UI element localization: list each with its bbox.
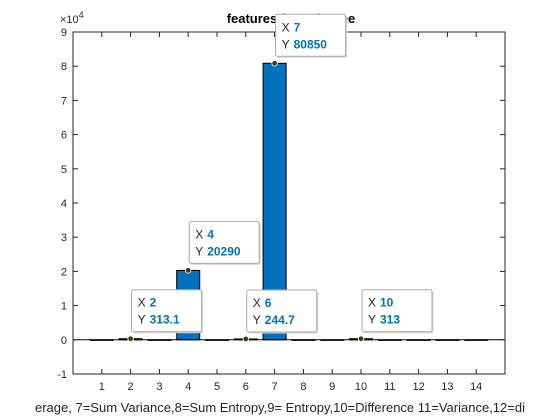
datatip-x-key: X [138,296,146,310]
x-axis-ticks: 1 2 3 4 5 6 7 8 9 10 11 12 13 14 [99,32,482,393]
datatip-y-key: Y [282,37,290,51]
x-tick-label: 2 [128,381,134,393]
datatip-box [246,289,318,333]
x-tick-label: 7 [272,381,278,393]
datatip: X 10 Y 313 [357,289,434,342]
datatip: X 2Y 313.1 [127,289,204,342]
datatip: X 6Y 244.7 [242,289,319,343]
datatip-x-key: X [282,20,290,34]
datatip-marker [127,335,134,342]
datatip-y-key: Y [138,313,146,327]
datatip-y-key: Y [368,313,376,327]
datatip-box [131,289,203,333]
datatip-y-value: 20290 [207,244,241,258]
datatip-y-value: 80850 [294,37,328,51]
y-tick-label: 6 [61,130,67,142]
x-tick-label: 5 [214,381,220,393]
datatip-x-value: 2 [150,296,157,310]
datatip-box [275,13,347,57]
y-tick-label: 8 [61,61,67,73]
y-tick-label: -1 [57,369,67,381]
datatip-x-value: 10 [380,296,394,310]
datatip-x-value: 6 [265,296,272,310]
datatip-x-value: 4 [207,227,214,241]
datatip: X 4Y 20290 [184,220,261,274]
x-tick-label: 14 [470,381,482,393]
x-tick-label: 6 [243,381,249,393]
datatip-y-value: 313.1 [150,313,180,327]
y-tick-label: 4 [61,198,67,210]
datatip-marker [271,60,278,67]
y-axis-ticks: -1 0 1 2 3 4 5 6 7 8 9 [57,27,505,381]
datatip-x-key: X [195,227,203,241]
datatip-box [188,220,260,264]
x-tick-label: 4 [185,381,191,393]
datatip-y-key: Y [195,244,203,258]
y-tick-label: 2 [61,266,67,278]
x-tick-label: 3 [156,381,162,393]
y-tick-label: 5 [61,164,67,176]
x-tick-label: 12 [412,381,424,393]
y-tick-label: 3 [61,232,67,244]
datatip-marker [357,335,365,342]
y-tick-label: 0 [61,335,67,347]
x-tick-label: 1 [99,381,105,393]
datatip-y-key: Y [253,313,261,327]
datatip-x-key: X [368,296,376,310]
y-exponent-label: ×104 [60,10,84,26]
datatip-x-key: X [253,296,261,310]
x-axis-label: erage, 7=Sum Variance,8=Sum Entropy,9= E… [35,400,525,415]
x-tick-label: 8 [300,381,306,393]
x-tick-label: 11 [384,381,395,393]
y-tick-label: 7 [61,95,67,107]
y-tick-label: 9 [61,27,67,39]
x-tick-label: 10 [355,381,367,393]
datatip-y-value: 244.7 [265,313,295,327]
datatip: X 7Y 80850 [271,13,348,67]
y-tick-label: 1 [61,301,67,313]
datatip-marker [184,267,192,274]
datatip-y-value: 313 [380,313,400,327]
datatip-x-value: 7 [294,20,301,34]
datatip-marker [242,335,249,343]
x-tick-label: 13 [441,381,453,393]
x-tick-label: 9 [329,381,335,393]
datatip-box [361,289,433,333]
